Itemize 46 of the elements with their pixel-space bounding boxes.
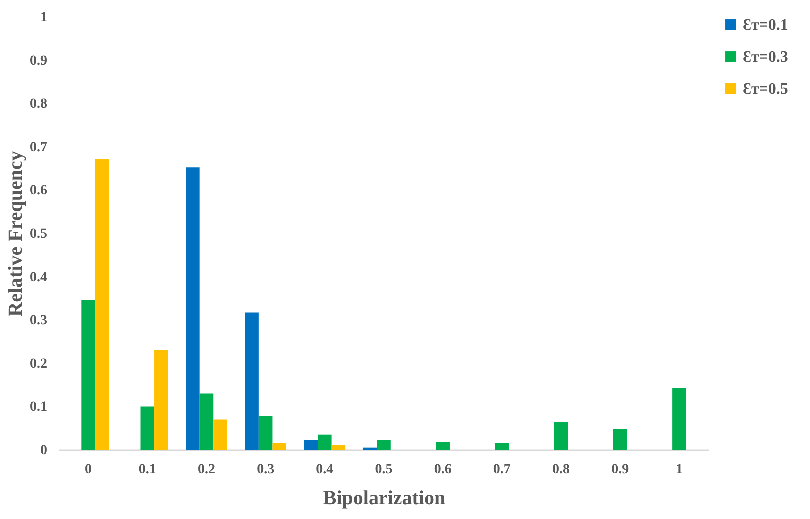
bar xyxy=(436,442,450,450)
bar xyxy=(245,312,259,450)
x-tick-label: 0.3 xyxy=(257,462,275,478)
bar xyxy=(200,394,214,450)
y-tick-label: 0.9 xyxy=(30,54,48,69)
bar xyxy=(140,406,155,450)
x-axis-title: Bipolarization xyxy=(323,488,446,510)
y-tick-label: 1 xyxy=(40,10,48,26)
legend-label: Ɛᴛ=0.5 xyxy=(743,81,788,98)
x-tick-label: 0.1 xyxy=(138,462,156,478)
bar xyxy=(82,300,96,450)
bar xyxy=(613,429,628,450)
x-tick-label: 0.4 xyxy=(316,462,334,478)
bar xyxy=(304,440,318,450)
bar xyxy=(318,434,332,450)
x-tick-label: 1 xyxy=(676,462,683,478)
y-tick-label: 0.6 xyxy=(30,184,48,199)
legend-label: Ɛᴛ=0.1 xyxy=(743,17,788,34)
bar xyxy=(258,416,273,450)
x-tick-label: 0.5 xyxy=(375,462,393,478)
bar xyxy=(672,388,686,450)
bar xyxy=(154,350,168,450)
bar xyxy=(495,443,510,450)
x-tick-label: 0 xyxy=(85,462,92,478)
x-tick-label: 0.8 xyxy=(552,462,570,478)
bar xyxy=(272,444,286,450)
y-axis-title: Relative Frequency xyxy=(5,151,27,317)
legend-label: Ɛᴛ=0.3 xyxy=(743,49,788,66)
y-tick-label: 0.3 xyxy=(30,314,48,329)
bar xyxy=(95,159,110,450)
bar xyxy=(554,422,568,450)
y-tick-label: 0 xyxy=(40,444,48,458)
y-tick-label: 0.1 xyxy=(30,400,48,416)
x-tick-label: 0.9 xyxy=(612,462,630,478)
y-tick-label: 0.8 xyxy=(30,97,48,112)
x-tick-label: 0.2 xyxy=(198,462,216,478)
bar xyxy=(214,420,228,450)
bar xyxy=(186,168,200,450)
x-tick-label: 0.7 xyxy=(493,462,511,478)
y-tick-label: 0.5 xyxy=(30,227,48,242)
x-tick-label: 0.6 xyxy=(434,462,452,478)
bar xyxy=(332,445,346,450)
y-tick-label: 0.2 xyxy=(30,356,48,372)
bar xyxy=(377,440,391,450)
y-tick-label: 0.7 xyxy=(30,140,48,156)
y-tick-label: 0.4 xyxy=(30,270,48,286)
